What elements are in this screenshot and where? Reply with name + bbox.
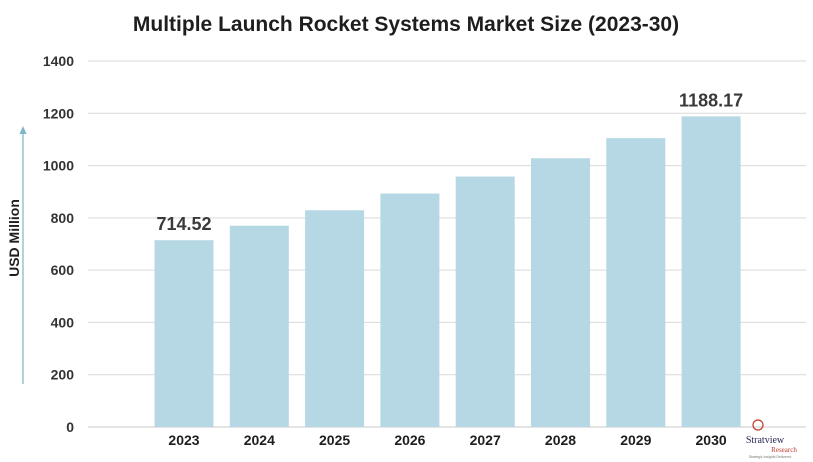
bar-2023: [154, 240, 214, 427]
y-tick-label: 400: [51, 314, 75, 330]
y-tick-label: 200: [51, 367, 75, 383]
chart-title: Multiple Launch Rocket Systems Market Si…: [133, 13, 679, 36]
y-tick-label: 1000: [43, 158, 74, 174]
y-axis-label: USD Million: [6, 199, 22, 277]
logo-sub: Research: [771, 446, 797, 454]
x-tick-label: 2029: [620, 432, 651, 448]
x-tick-label: 2026: [394, 432, 425, 448]
y-tick-labels: 0 200 400 600 800 1000 1200 1400: [43, 53, 74, 435]
y-tick-label: 1400: [43, 53, 74, 69]
logo-icon: [752, 419, 764, 431]
x-tick-label: 2025: [319, 432, 350, 448]
y-tick-label: 1200: [43, 105, 74, 121]
x-tick-label: 2027: [470, 432, 501, 448]
x-tick-label: 2023: [168, 432, 199, 448]
y-tick-label: 0: [66, 419, 74, 435]
x-tick-label: 2028: [545, 432, 576, 448]
bar-2026: [380, 193, 440, 427]
bar-2029: [606, 138, 666, 427]
bar-2030: [681, 116, 741, 427]
x-tick-label: 2024: [244, 432, 275, 448]
logo-tagline: Strategic Insights Delivered: [749, 455, 792, 459]
bar-2025: [305, 210, 365, 427]
stratview-logo: Stratview Research Strategic Insights De…: [746, 419, 797, 459]
logo-name: Stratview: [746, 435, 785, 446]
x-tick-label: 2030: [696, 432, 727, 448]
data-label: 1188.17: [679, 90, 743, 110]
bar-2028: [531, 158, 590, 427]
y-tick-label: 800: [51, 210, 75, 226]
x-tick-labels: 2023 2024 2025 2026 2027 2028 2029 2030: [168, 432, 726, 448]
data-label: 714.52: [156, 214, 211, 234]
bar-2024: [229, 225, 289, 427]
data-labels: 714.52 1188.17: [156, 90, 743, 234]
bar-2027: [455, 176, 515, 427]
bars: [154, 116, 741, 427]
y-tick-label: 600: [51, 262, 75, 278]
y-axis-arrow-head: [19, 126, 27, 134]
